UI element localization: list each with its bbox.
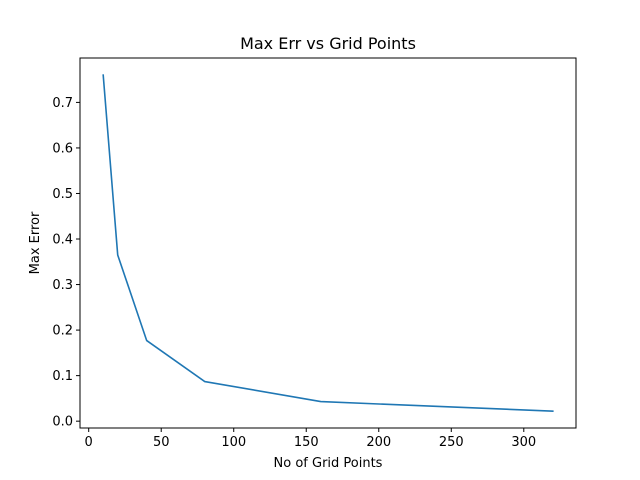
y-tick-label: 0.4 [52, 233, 73, 248]
y-axis-label: Max Error [28, 211, 43, 274]
axes-frame [79, 57, 577, 429]
x-tick-label: 300 [511, 435, 536, 450]
x-axis-ticks: 0 50 100 150 200 250 300 [85, 428, 536, 450]
y-tick-label: 0.5 [52, 187, 73, 202]
series-line [102, 74, 554, 412]
y-tick-label: 0.2 [52, 324, 73, 339]
y-tick-label: 0.6 [52, 141, 73, 156]
plot-area [79, 57, 577, 429]
x-tick-label: 50 [153, 435, 170, 450]
x-tick-label: 250 [439, 435, 464, 450]
x-tick-label: 150 [294, 435, 319, 450]
x-tick-label: 200 [366, 435, 391, 450]
chart-title: Max Err vs Grid Points [240, 34, 416, 53]
y-tick-label: 0.0 [52, 415, 73, 430]
y-tick-label: 0.1 [52, 369, 73, 384]
x-axis-label: No of Grid Points [274, 456, 383, 471]
y-axis-ticks: 0.0 0.1 0.2 0.3 0.4 0.5 0.6 0.7 [52, 96, 80, 430]
series-layer [102, 74, 554, 412]
x-tick-label: 100 [221, 435, 246, 450]
x-tick-label: 0 [85, 435, 93, 450]
y-tick-label: 0.7 [52, 96, 73, 111]
y-tick-label: 0.3 [52, 278, 73, 293]
